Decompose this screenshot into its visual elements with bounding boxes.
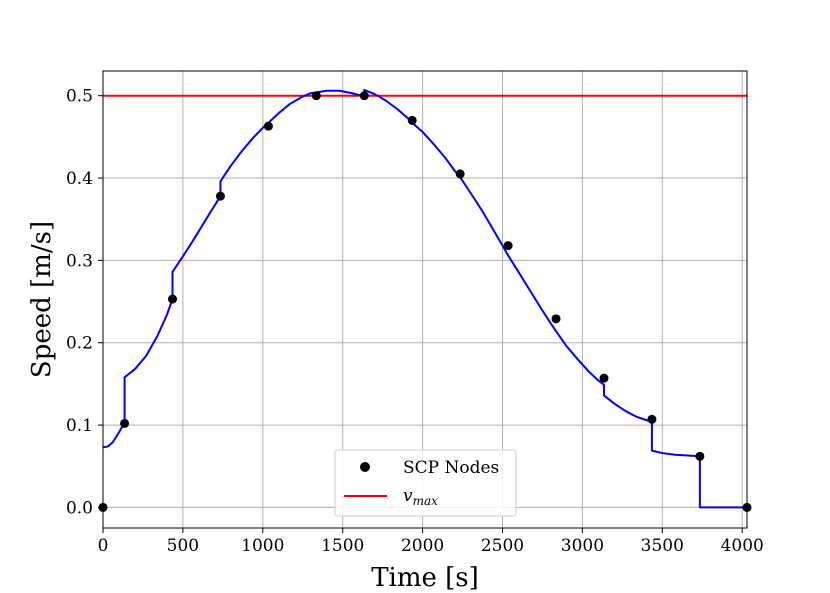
y-tick-label: 0.5 xyxy=(66,87,93,107)
legend: SCP Nodes vmax xyxy=(334,449,517,517)
legend-scp-label: SCP Nodes xyxy=(403,458,499,478)
x-tick-label: 3000 xyxy=(561,536,604,556)
legend-vmax-label: vmax xyxy=(403,486,438,508)
scp-node-point xyxy=(263,121,273,131)
x-tick-label: 3500 xyxy=(641,536,684,556)
scp-node-point xyxy=(695,451,705,461)
scp-node-point xyxy=(647,414,657,424)
legend-vmax-main: v xyxy=(403,486,413,506)
scp-node-point xyxy=(407,115,417,125)
legend-scp-marker xyxy=(360,462,370,472)
speed-curve xyxy=(102,88,747,509)
y-axis-title: Speed [m/s] xyxy=(27,221,57,378)
scp-nodes-layer xyxy=(98,91,752,512)
x-tick-label: 1500 xyxy=(321,536,364,556)
x-axis-title: Time [s] xyxy=(371,563,479,593)
scp-node-point xyxy=(359,91,369,101)
scp-node-point xyxy=(503,241,513,251)
plot-frame xyxy=(102,70,748,529)
x-tick-label: 4000 xyxy=(721,536,764,556)
y-tick-label: 0.1 xyxy=(66,416,93,436)
x-tick-label: 2500 xyxy=(481,536,524,556)
scp-node-point xyxy=(455,169,465,179)
y-tick-label: 0.4 xyxy=(66,169,93,189)
y-tick-label: 0.3 xyxy=(66,251,93,271)
y-tick-label: 0.0 xyxy=(66,498,93,518)
x-tick-label: 2000 xyxy=(401,536,444,556)
legend-vmax-sub: max xyxy=(413,494,439,508)
x-tick-label: 0 xyxy=(98,536,109,556)
x-tick-label: 500 xyxy=(167,536,199,556)
grid-layer xyxy=(102,71,747,528)
tick-layer: 0 500 1000 1500 2000 2500 3000 3500 4000 0.0 0.1 0.… xyxy=(66,87,764,556)
scp-node-point xyxy=(215,191,225,201)
speed-curve-layer xyxy=(102,88,747,509)
x-tick-label: 1000 xyxy=(241,536,284,556)
legend-box xyxy=(334,449,517,517)
scp-node-point xyxy=(599,373,609,383)
scp-node-point xyxy=(120,418,130,428)
y-tick-label: 0.2 xyxy=(66,334,93,354)
scp-node-point xyxy=(311,91,321,101)
scp-node-point xyxy=(168,294,178,304)
scp-node-point xyxy=(551,314,561,324)
